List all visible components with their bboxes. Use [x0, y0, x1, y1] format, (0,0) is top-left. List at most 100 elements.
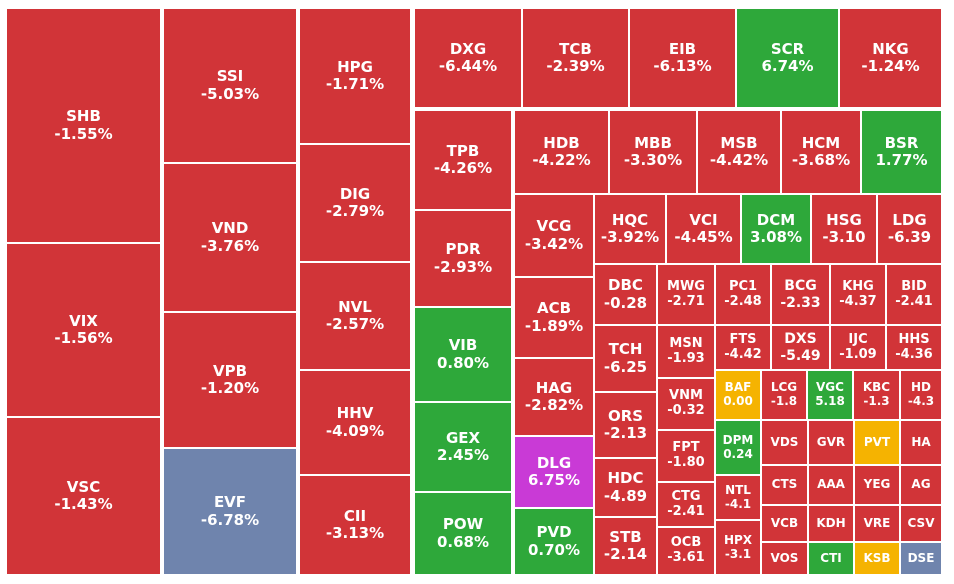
tile-evf[interactable]: EVF -6.78% — [163, 448, 297, 575]
tile-dpm[interactable]: DPM 0.24 — [715, 420, 761, 475]
tile-ctg[interactable]: CTG -2.41 — [657, 482, 715, 527]
tile-nkg[interactable]: NKG -1.24% — [839, 8, 942, 108]
tile-pvt[interactable]: PVT — [854, 420, 900, 465]
tile-hag[interactable]: HAG -2.82% — [514, 358, 594, 436]
tile-vnd[interactable]: VND -3.76% — [163, 163, 297, 312]
tile-ha[interactable]: HA — [900, 420, 942, 465]
tile-change: -2.82% — [524, 396, 584, 414]
tile-aaa[interactable]: AAA — [808, 465, 854, 505]
tile-tch[interactable]: TCH -6.25 — [594, 325, 657, 392]
tile-ticker: CSV — [907, 515, 935, 530]
tile-kbc[interactable]: KBC -1.3 — [853, 370, 900, 420]
tile-cii[interactable]: CII -3.13% — [299, 475, 411, 575]
tile-dse[interactable]: DSE — [900, 542, 942, 575]
tile-change: 1.77% — [875, 151, 928, 169]
tile-ticker: TCB — [559, 39, 592, 58]
tile-ticker: PVD — [536, 523, 572, 542]
tile-vci[interactable]: VCI -4.45% — [666, 194, 741, 264]
tile-change: -4.37 — [839, 293, 877, 309]
tile-change: -2.57% — [325, 315, 385, 333]
tile-vos[interactable]: VOS — [761, 542, 808, 575]
tile-hhv[interactable]: HHV -4.09% — [299, 370, 411, 475]
tile-vre[interactable]: VRE — [854, 505, 900, 542]
tile-hdb[interactable]: HDB -4.22% — [514, 110, 609, 194]
tile-ldg[interactable]: LDG -6.39 — [877, 194, 942, 264]
tile-mbb[interactable]: MBB -3.30% — [609, 110, 697, 194]
tile-pdr[interactable]: PDR -2.93% — [414, 210, 512, 307]
tile-hpg[interactable]: HPG -1.71% — [299, 8, 411, 144]
tile-nvl[interactable]: NVL -2.57% — [299, 262, 411, 370]
tile-fts[interactable]: FTS -4.42 — [715, 325, 771, 370]
tile-change: -1.71% — [325, 75, 385, 93]
tile-scr[interactable]: SCR 6.74% — [736, 8, 839, 108]
tile-pow[interactable]: POW 0.68% — [414, 492, 512, 575]
tile-vds[interactable]: VDS — [761, 420, 808, 465]
tile-mwg[interactable]: MWG -2.71 — [657, 264, 715, 325]
tile-bsr[interactable]: BSR 1.77% — [861, 110, 942, 194]
tile-pvd[interactable]: PVD 0.70% — [514, 508, 594, 575]
tile-vib[interactable]: VIB 0.80% — [414, 307, 512, 402]
tile-hdc[interactable]: HDC -4.89 — [594, 458, 657, 517]
tile-fpt[interactable]: FPT -1.80 — [657, 430, 715, 482]
tile-change: -5.49 — [780, 347, 821, 364]
tile-ticker: OCB — [670, 535, 702, 551]
tile-change: -3.10 — [822, 228, 866, 246]
tile-hpx[interactable]: HPX -3.1 — [715, 520, 761, 575]
tile-dxs[interactable]: DXS -5.49 — [771, 325, 830, 370]
tile-yeg[interactable]: YEG — [854, 465, 900, 505]
tile-ssi[interactable]: SSI -5.03% — [163, 8, 297, 163]
tile-hsg[interactable]: HSG -3.10 — [811, 194, 877, 264]
tile-cti[interactable]: CTI — [808, 542, 854, 575]
tile-vnm[interactable]: VNM -0.32 — [657, 378, 715, 430]
tile-shb[interactable]: SHB -1.55% — [6, 8, 161, 243]
tile-ocb[interactable]: OCB -3.61 — [657, 527, 715, 575]
tile-kdh[interactable]: KDH — [808, 505, 854, 542]
tile-gex[interactable]: GEX 2.45% — [414, 402, 512, 492]
tile-bcg[interactable]: BCG -2.33 — [771, 264, 830, 325]
tile-lcg[interactable]: LCG -1.8 — [761, 370, 807, 420]
tile-msb[interactable]: MSB -4.42% — [697, 110, 781, 194]
tile-ticker: IJC — [848, 331, 868, 347]
tile-dig[interactable]: DIG -2.79% — [299, 144, 411, 262]
tile-ticker: KSB — [863, 550, 891, 565]
tile-eib[interactable]: EIB -6.13% — [629, 8, 736, 108]
tile-vcb[interactable]: VCB — [761, 505, 808, 542]
tile-gvr[interactable]: GVR — [808, 420, 854, 465]
tile-hqc[interactable]: HQC -3.92% — [594, 194, 666, 264]
tile-dxg[interactable]: DXG -6.44% — [414, 8, 522, 108]
tile-tcb[interactable]: TCB -2.39% — [522, 8, 629, 108]
tile-change: -1.20% — [200, 379, 260, 397]
tile-ticker: HCM — [801, 133, 841, 152]
tile-tpb[interactable]: TPB -4.26% — [414, 110, 512, 210]
tile-ag[interactable]: AG — [900, 465, 942, 505]
tile-stb[interactable]: STB -2.14 — [594, 517, 657, 575]
tile-hhs[interactable]: HHS -4.36 — [886, 325, 942, 370]
tile-bid[interactable]: BID -2.41 — [886, 264, 942, 325]
tile-baf[interactable]: BAF 0.00 — [715, 370, 761, 420]
tile-vix[interactable]: VIX -1.56% — [6, 243, 161, 417]
tile-dlg[interactable]: DLG 6.75% — [514, 436, 594, 508]
tile-pc1[interactable]: PC1 -2.48 — [715, 264, 771, 325]
tile-csv[interactable]: CSV — [900, 505, 942, 542]
tile-ors[interactable]: ORS -2.13 — [594, 392, 657, 458]
tile-cts[interactable]: CTS — [761, 465, 808, 505]
tile-hd[interactable]: HD -4.3 — [900, 370, 942, 420]
tile-vgc[interactable]: VGC 5.18 — [807, 370, 853, 420]
tile-change: 0.70% — [527, 540, 581, 559]
tile-ticker: DCM — [756, 210, 796, 229]
tile-acb[interactable]: ACB -1.89% — [514, 277, 594, 358]
tile-vcg[interactable]: VCG -3.42% — [514, 194, 594, 277]
tile-ntl[interactable]: NTL -4.1 — [715, 475, 761, 520]
tile-ticker: HHV — [336, 404, 374, 423]
tile-khg[interactable]: KHG -4.37 — [830, 264, 886, 325]
tile-dcm[interactable]: DCM 3.08% — [741, 194, 811, 264]
tile-ijc[interactable]: IJC -1.09 — [830, 325, 886, 370]
tile-dbc[interactable]: DBC -0.28 — [594, 264, 657, 325]
tile-ksb[interactable]: KSB — [854, 542, 900, 575]
tile-ticker: MSB — [720, 133, 758, 152]
tile-vpb[interactable]: VPB -1.20% — [163, 312, 297, 448]
tile-hcm[interactable]: HCM -3.68% — [781, 110, 861, 194]
tile-msn[interactable]: MSN -1.93 — [657, 325, 715, 378]
tile-ticker: VOS — [770, 550, 799, 565]
tile-vsc[interactable]: VSC -1.43% — [6, 417, 161, 575]
